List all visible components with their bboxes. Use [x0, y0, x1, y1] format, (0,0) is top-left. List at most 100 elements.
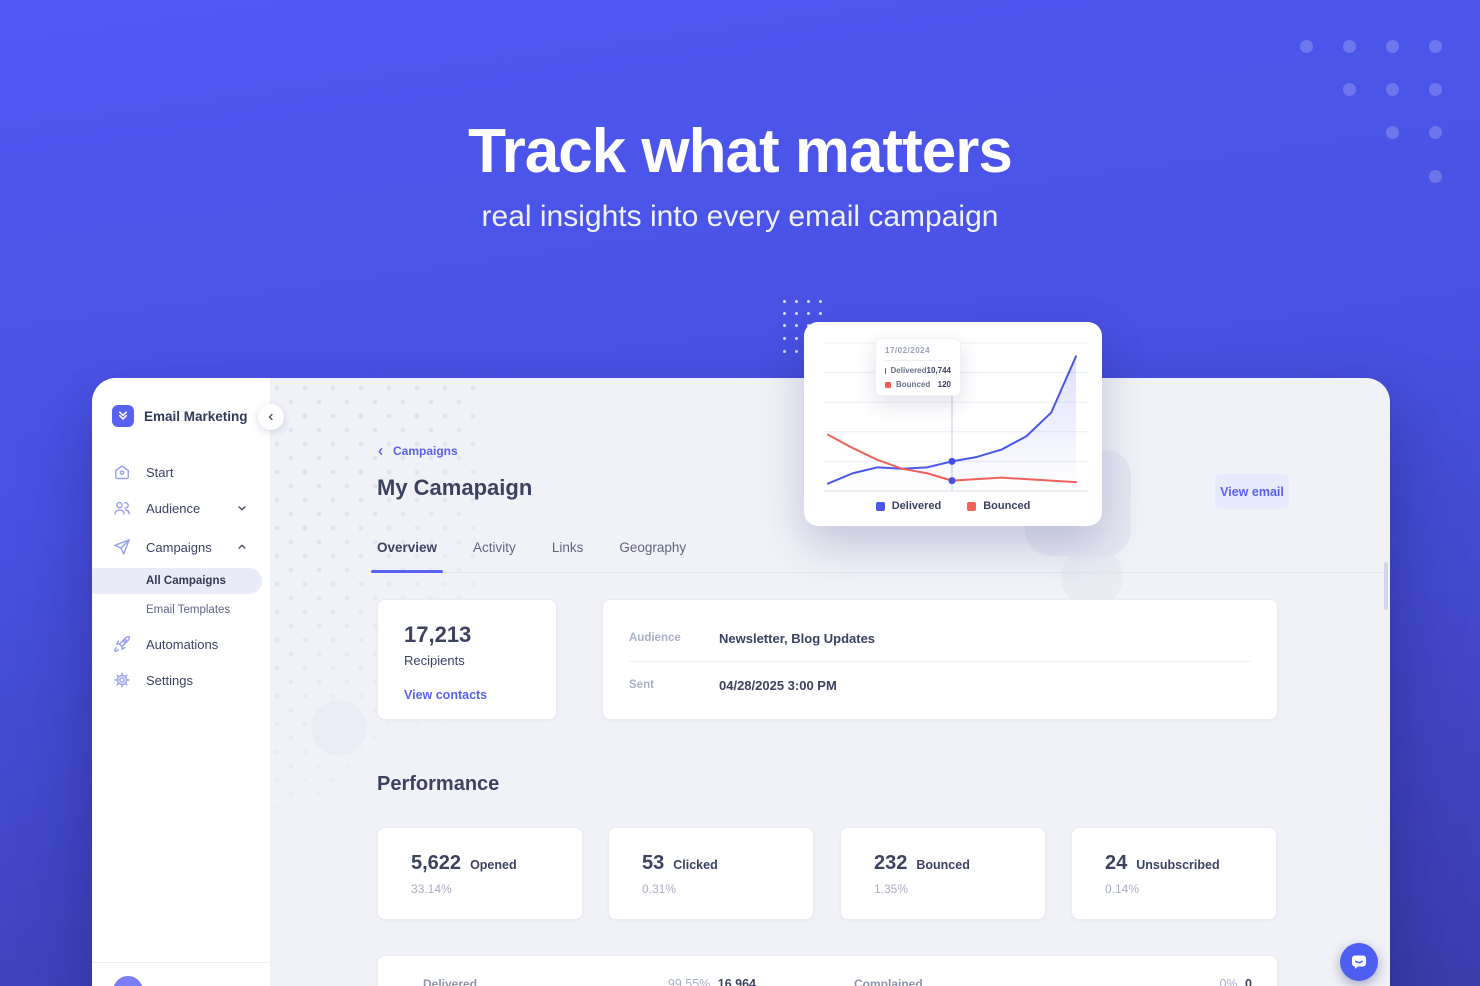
stat-card-bounced: 232 Bounced 1.35%	[840, 827, 1046, 920]
delivered-swatch	[885, 367, 886, 374]
detail-row-sent: Sent 04/28/2025 3:00 PM	[629, 673, 1251, 697]
decor-dot	[1386, 126, 1399, 139]
tab-overview[interactable]: Overview	[370, 536, 444, 573]
stat-value: 232	[874, 852, 908, 874]
summary-label: Delivered	[423, 977, 478, 986]
decor-dot	[1429, 40, 1442, 53]
stat-label: Unsubscribed	[1136, 858, 1220, 872]
campaign-details-card: Audience Newsletter, Blog Updates Sent 0…	[602, 599, 1278, 720]
legend-item-bounced: Bounced	[967, 500, 1030, 512]
app-brand: Email Marketing	[112, 405, 248, 427]
sidebar-collapse-button[interactable]	[258, 404, 284, 430]
bounced-swatch	[885, 381, 891, 388]
decor-dot	[783, 350, 786, 353]
stat-card-unsubscribed: 24 Unsubscribed 0.14%	[1071, 827, 1277, 920]
decor-dot	[807, 312, 810, 315]
avatar: U	[113, 975, 143, 986]
sidebar-item-label: Email Templates	[146, 604, 231, 616]
recipients-card: 17,213 Recipients View contacts	[377, 599, 557, 720]
home-icon	[112, 462, 132, 482]
stat-percent: 0.14%	[1105, 882, 1140, 896]
tooltip-label: Delivered	[890, 366, 927, 375]
recipients-count: 17,213	[404, 622, 472, 647]
rocket-icon	[112, 634, 132, 654]
gear-icon	[112, 670, 132, 690]
chevron-down-icon	[235, 501, 249, 515]
bounced-swatch	[967, 501, 977, 511]
stat-label: Bounced	[916, 858, 970, 872]
decor-dot	[819, 300, 822, 303]
stat-percent: 1.35%	[874, 882, 909, 896]
user-menu[interactable]: U User	[92, 962, 270, 986]
scrollbar-thumb[interactable]	[1384, 562, 1388, 610]
summary-row-delivered: Delivered 99.55% 16,964	[423, 977, 756, 986]
sidebar-item-campaigns[interactable]: Campaigns	[92, 535, 271, 559]
decor-dot	[783, 337, 786, 340]
users-icon	[112, 498, 132, 518]
view-contacts-link[interactable]: View contacts	[404, 688, 488, 702]
stat-value: 53	[642, 852, 665, 874]
stat-label: Clicked	[673, 858, 718, 872]
dashboard-window: Email Marketing Start	[92, 378, 1390, 986]
chat-launcher-button[interactable]	[1340, 943, 1378, 981]
detail-value: Newsletter, Blog Updates	[719, 630, 876, 646]
chart-legend: Delivered Bounced	[804, 500, 1102, 512]
summary-value: 16,964	[717, 977, 756, 986]
decor-dot	[1429, 126, 1442, 139]
decor-dot	[795, 337, 798, 340]
stat-value: 5,622	[411, 852, 462, 874]
view-email-button[interactable]: View email	[1215, 474, 1289, 509]
sidebar-item-start[interactable]: Start	[92, 460, 271, 484]
tab-links[interactable]: Links	[551, 540, 584, 555]
decor-dot	[1386, 40, 1399, 53]
recipients-label: Recipients	[404, 653, 465, 668]
tab-geography[interactable]: Geography	[619, 540, 687, 555]
page-title: My Camapaign	[377, 475, 533, 500]
summary-percent: 99.55%	[667, 977, 711, 986]
tab-activity[interactable]: Activity	[473, 540, 516, 555]
breadcrumb[interactable]: Campaigns	[375, 444, 458, 458]
sidebar-item-all-campaigns[interactable]: All Campaigns	[92, 568, 262, 594]
decor-dot	[795, 324, 798, 327]
chart-card: 17/02/2024 Delivered 10,744 Bounced 120 …	[804, 322, 1102, 526]
decor-dot	[1386, 83, 1399, 96]
sidebar-item-label: Settings	[146, 672, 193, 688]
decor-circle	[311, 700, 367, 756]
main-content: Campaigns My Camapaign View email Overvi…	[271, 378, 1390, 986]
legend-label: Delivered	[891, 500, 942, 512]
tooltip-row-bounced: Bounced 120	[885, 380, 951, 389]
hero-title: Track what matters	[468, 117, 1013, 186]
summary-value: 0	[1245, 977, 1252, 986]
sidebar-item-settings[interactable]: Settings	[92, 668, 271, 692]
detail-value: 04/28/2025 3:00 PM	[719, 677, 837, 693]
app-logo-icon	[112, 405, 134, 427]
decor-dot	[1429, 170, 1442, 183]
legend-item-delivered: Delivered	[875, 500, 942, 512]
decor-dot	[795, 350, 798, 353]
decor-circle	[1061, 546, 1123, 608]
decor-dot	[1429, 83, 1442, 96]
line-chart	[824, 342, 1088, 492]
sidebar-item-automations[interactable]: Automations	[92, 632, 271, 656]
decor-dot	[819, 312, 822, 315]
detail-row-audience: Audience Newsletter, Blog Updates	[629, 626, 1251, 650]
sidebar-item-label: Audience	[146, 500, 201, 516]
sidebar-item-audience[interactable]: Audience	[92, 496, 271, 520]
detail-label: Sent	[629, 679, 654, 691]
summary-row-complained: Complained 0% 0	[854, 977, 1252, 986]
chevron-up-icon	[235, 540, 249, 554]
paper-plane-icon	[112, 537, 132, 557]
hero-subtitle: real insights into every email campaign	[481, 200, 999, 233]
user-name: User	[156, 983, 183, 986]
tooltip-date: 17/02/2024	[885, 346, 951, 361]
stat-card-clicked: 53 Clicked 0.31%	[608, 827, 814, 920]
divider	[629, 661, 1251, 662]
decor-dot	[783, 300, 786, 303]
decor-dot	[783, 312, 786, 315]
app-name: Email Marketing	[144, 408, 248, 424]
sidebar-item-email-templates[interactable]: Email Templates	[92, 597, 271, 623]
stat-percent: 33.14%	[411, 882, 452, 896]
decor-dot	[807, 300, 810, 303]
decor-dot	[795, 300, 798, 303]
delivery-summary-card: Delivered 99.55% 16,964 Complained 0% 0	[377, 955, 1278, 986]
